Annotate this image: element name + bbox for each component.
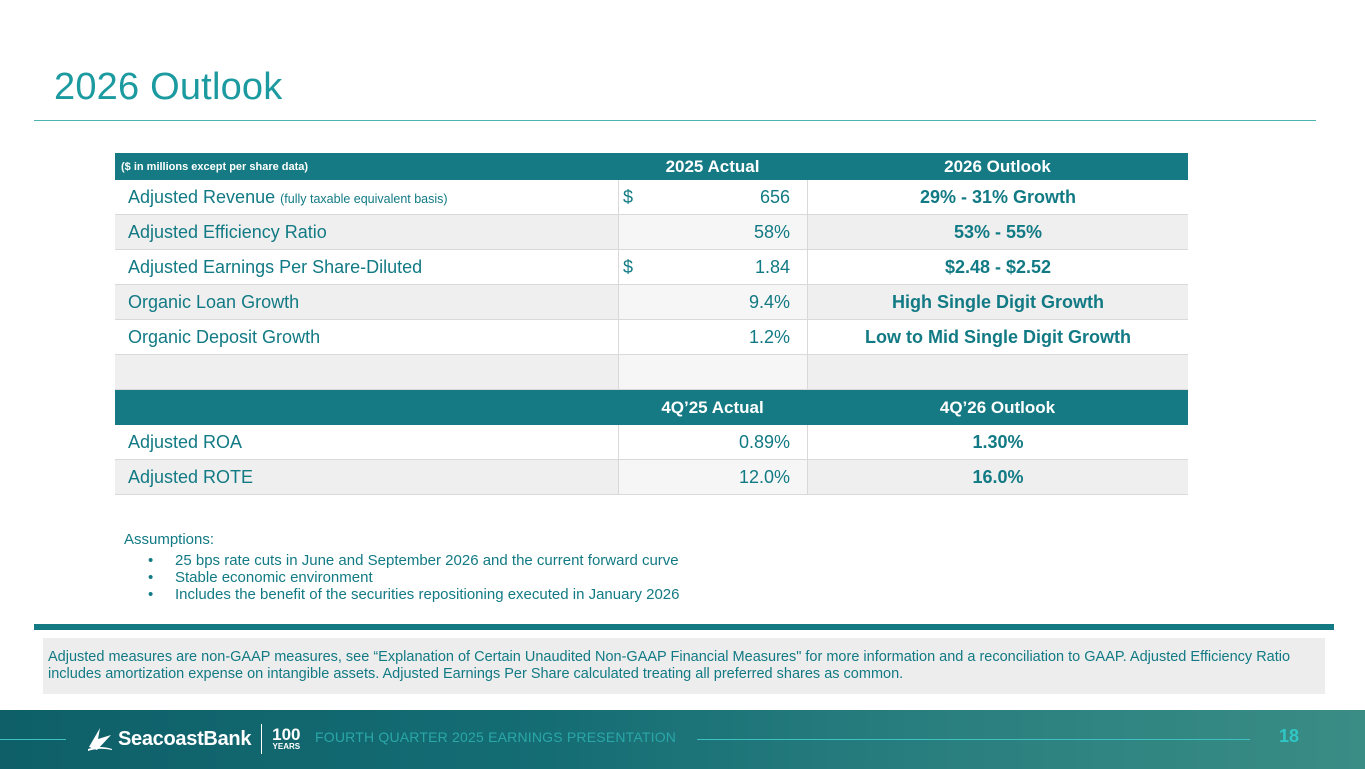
col-header-4q25-actual: 4Q’25 Actual	[661, 397, 764, 417]
table-row: Organic Deposit Growth 1.2% Low to Mid S…	[115, 320, 1188, 355]
non-gaap-footnote: Adjusted measures are non-GAAP measures,…	[43, 638, 1325, 694]
row-label: Adjusted Earnings Per Share-Diluted	[128, 256, 423, 277]
footer-line-left	[0, 739, 66, 740]
actual-value: 0.89%	[738, 431, 790, 452]
footer-line-right	[697, 739, 1250, 740]
assumptions-list: 25 bps rate cuts in June and September 2…	[124, 552, 680, 603]
outlook-value: Low to Mid Single Digit Growth	[865, 326, 1131, 347]
page-number: 18	[1279, 726, 1300, 746]
table-row: Adjusted Earnings Per Share-Diluted $1.8…	[115, 250, 1188, 285]
outlook-value: 1.30%	[972, 431, 1024, 452]
quarterly-header-row: 4Q’25 Actual 4Q’26 Outlook	[115, 390, 1188, 425]
table-row: Adjusted ROTE 12.0% 16.0%	[115, 460, 1188, 495]
row-label-note: (fully taxable equivalent basis)	[280, 191, 448, 206]
list-item: Includes the benefit of the securities r…	[124, 586, 680, 603]
table-row: Adjusted Revenue (fully taxable equivale…	[115, 180, 1188, 215]
table-row: Adjusted ROA 0.89% 1.30%	[115, 425, 1188, 460]
table-row: Adjusted Efficiency Ratio 58% 53% - 55%	[115, 215, 1188, 250]
col-header-4q26-outlook: 4Q’26 Outlook	[939, 397, 1056, 417]
actual-value: 1.84	[754, 256, 790, 277]
outlook-value: $2.48 - $2.52	[944, 256, 1052, 277]
row-label: Adjusted Revenue	[128, 186, 276, 207]
col-header-2026-outlook: 2026 Outlook	[944, 156, 1051, 176]
row-label: Adjusted ROTE	[128, 466, 254, 487]
outlook-value: 16.0%	[972, 466, 1024, 487]
years-number: 100	[272, 725, 301, 744]
col-header-2025-actual: 2025 Actual	[665, 156, 760, 176]
seacoast-logo: SeacoastBank 100 YEARS	[86, 724, 301, 754]
actual-value: 656	[759, 186, 790, 207]
logo-divider	[261, 724, 263, 754]
table-header-row: ($ in millions except per share data) 20…	[115, 153, 1188, 180]
table-row-empty	[115, 355, 1188, 390]
row-label: Organic Deposit Growth	[128, 326, 321, 347]
outlook-value: 53% - 55%	[953, 221, 1043, 242]
presentation-title: FOURTH QUARTER 2025 EARNINGS PRESENTATIO…	[315, 729, 677, 745]
outlook-value: 29% - 31% Growth	[919, 186, 1077, 207]
row-label: Organic Loan Growth	[128, 291, 300, 312]
actual-value: 1.2%	[748, 326, 790, 347]
outlook-table: ($ in millions except per share data) 20…	[115, 153, 1188, 495]
table-row: Organic Loan Growth 9.4% High Single Dig…	[115, 285, 1188, 320]
dollar-sign: $	[623, 256, 634, 277]
footer-bar: SeacoastBank 100 YEARS FOURTH QUARTER 20…	[0, 710, 1365, 769]
outlook-value: High Single Digit Growth	[892, 291, 1104, 312]
title-divider	[34, 120, 1316, 121]
assumptions-heading: Assumptions:	[124, 531, 215, 548]
section-divider	[34, 624, 1334, 630]
units-note: ($ in millions except per share data)	[121, 160, 309, 173]
dollar-sign: $	[623, 186, 634, 207]
row-label: Adjusted ROA	[128, 431, 243, 452]
row-label: Adjusted Efficiency Ratio	[128, 221, 327, 242]
assumptions-block: Assumptions: 25 bps rate cuts in June an…	[124, 531, 680, 603]
brand-name: SeacoastBank	[118, 727, 252, 750]
actual-value: 58%	[753, 221, 790, 242]
actual-value: 12.0%	[738, 466, 790, 487]
list-item: Stable economic environment	[124, 569, 680, 586]
page-title: 2026 Outlook	[54, 66, 283, 108]
list-item: 25 bps rate cuts in June and September 2…	[124, 552, 680, 569]
centennial-badge: 100 YEARS	[272, 725, 301, 751]
actual-value: 9.4%	[748, 291, 790, 312]
years-label: YEARS	[272, 742, 301, 751]
sail-icon	[88, 728, 112, 751]
